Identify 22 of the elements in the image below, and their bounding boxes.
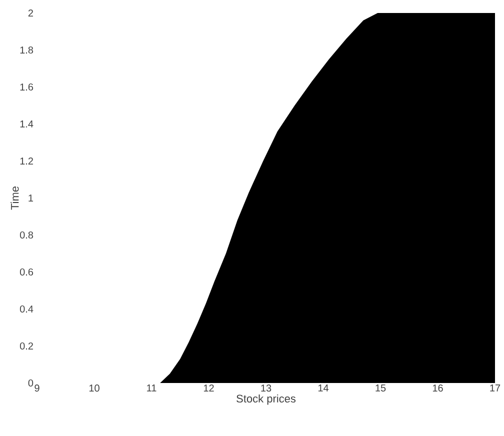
y-tick-label: 1.2 [20,158,33,164]
x-tick-label: 17 [490,384,500,392]
x-tick-label: 11 [147,384,156,392]
y-tick-label: 0.8 [20,231,34,239]
y-tick-label: 1 [28,194,33,202]
x-tick-label: 15 [376,384,386,392]
x-tick-label: 10 [89,384,100,392]
y-tick-label: 1.8 [20,46,34,54]
y-tick-label: 2 [28,10,33,16]
x-tick-label: 14 [318,384,329,392]
x-tick-label: 13 [261,384,272,392]
y-tick-label: 0.6 [20,268,34,276]
y-tick-label: 0.4 [20,305,34,313]
x-tick-label: 9 [34,384,40,392]
y-tick-label: 0.2 [20,342,33,350]
y-tick-label: 1.4 [20,120,34,128]
y-tick-label: 1.6 [20,83,34,91]
y-tick-label: 0 [28,379,34,387]
x-tick-label: 12 [204,384,214,392]
y-axis-title: Time [10,186,19,210]
x-tick-label: 16 [432,384,443,392]
x-axis-title: Stock prices [236,394,296,405]
